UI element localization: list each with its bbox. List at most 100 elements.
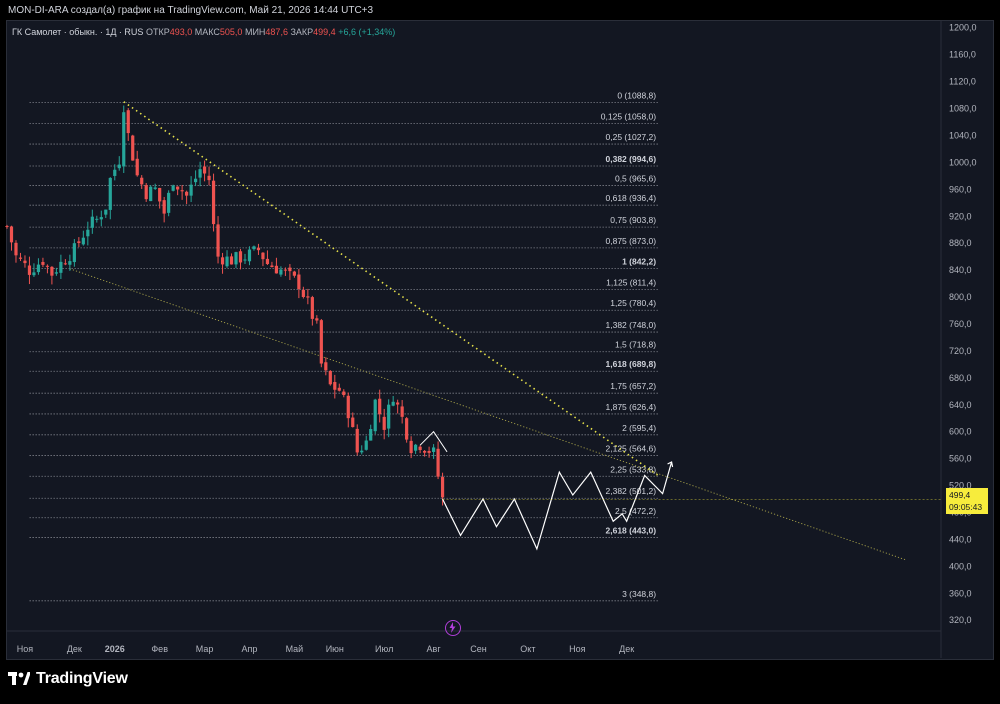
y-tick-label: 1160,0 — [949, 50, 976, 60]
fib-level-label: 3 (348,8) — [622, 589, 656, 599]
candle-body — [99, 217, 103, 220]
candle-body — [405, 418, 409, 440]
candle-body — [265, 258, 270, 265]
candle-body — [81, 237, 85, 245]
y-tick-label: 960,0 — [949, 184, 972, 194]
candle-body — [216, 224, 220, 257]
candle-body — [346, 395, 350, 419]
candle-body — [135, 158, 139, 176]
candle-body — [387, 404, 391, 429]
candle-body — [355, 428, 359, 453]
candle-body — [95, 218, 99, 220]
tradingview-logo-icon — [8, 672, 30, 685]
candle-body — [23, 260, 27, 264]
tradingview-logo[interactable]: TradingView — [8, 670, 128, 688]
candle-body — [86, 229, 90, 237]
candle-body — [369, 429, 373, 441]
candle-body — [324, 362, 328, 371]
candle-body — [252, 246, 256, 250]
candle-body — [117, 164, 121, 169]
candle-body — [274, 265, 279, 274]
fib-level-label: 1,875 (626,4) — [606, 402, 657, 412]
candle-body — [225, 256, 229, 267]
y-tick-label: 320,0 — [949, 615, 972, 625]
x-tick-label: Июл — [375, 644, 393, 654]
forecast-start-hook — [419, 430, 448, 453]
attribution-bar: MON-DI-ARA создал(а) график на TradingVi… — [0, 0, 1000, 20]
candle-body — [418, 446, 422, 451]
candle-body — [36, 264, 41, 273]
fib-level-label: 1,618 (689,8) — [606, 359, 657, 369]
y-tick-label: 1120,0 — [949, 77, 976, 87]
candle-body — [270, 265, 274, 268]
fib-level-label: 0,75 (903,8) — [610, 215, 656, 225]
candle-body — [158, 187, 162, 202]
legend-symbol[interactable]: ГК Самолет · обыкн. · 1Д · RUS — [12, 27, 144, 37]
candle-body — [382, 416, 386, 430]
fib-level-label: 0,875 (873,0) — [606, 236, 657, 246]
x-tick-label: Ноя — [569, 644, 586, 654]
x-tick-label: Апр — [242, 644, 258, 654]
candle-body — [328, 370, 332, 385]
legend-low-value: 487,6 — [265, 27, 288, 37]
fib-level-label: 2,382 (501,2) — [606, 486, 657, 496]
fib-level-label: 0,618 (936,4) — [606, 193, 657, 203]
candle-body — [279, 269, 283, 275]
y-tick-label: 400,0 — [949, 561, 972, 571]
candle-body — [180, 190, 184, 192]
candle-body — [18, 257, 23, 259]
symbol-legend[interactable]: ГК Самолет · обыкн. · 1Д · RUS ОТКР493,0… — [12, 27, 395, 37]
candle-body — [247, 249, 252, 262]
x-tick-label: Окт — [520, 644, 535, 654]
candle-body — [185, 191, 189, 196]
candle-body — [427, 450, 431, 453]
fib-level-label: 0,382 (994,6) — [606, 154, 657, 164]
fib-level-label: 1,5 (718,8) — [615, 340, 656, 350]
candle-body — [104, 209, 108, 215]
candle-body — [391, 401, 395, 406]
fib-level-label: 2,125 (564,6) — [606, 444, 657, 454]
candle-body — [234, 252, 238, 265]
fib-level-label: 2,618 (443,0) — [606, 525, 657, 535]
candle-body — [292, 271, 296, 276]
lightning-icon[interactable] — [445, 620, 461, 636]
candle-body — [32, 272, 36, 276]
candle-body — [202, 166, 207, 174]
x-tick-label: Мар — [196, 644, 214, 654]
y-tick-label: 920,0 — [949, 211, 972, 221]
lower-trendline — [69, 268, 906, 561]
candle-body — [140, 177, 144, 185]
candle-body — [301, 289, 305, 297]
fib-level-label: 0,5 (965,6) — [615, 174, 656, 184]
y-tick-label: 1200,0 — [949, 23, 977, 33]
candle-body — [256, 247, 261, 251]
fib-level-label: 1,25 (780,4) — [610, 298, 656, 308]
candles-group — [5, 105, 445, 506]
candle-body — [333, 382, 337, 390]
legend-change: +6,6 (+1,34%) — [338, 27, 396, 37]
candle-body — [306, 296, 310, 298]
candle-body — [373, 399, 377, 432]
candle-body — [364, 440, 368, 450]
y-tick-label: 1080,0 — [949, 104, 977, 114]
forecast-arrowhead — [667, 461, 674, 468]
legend-open-value: 493,0 — [169, 27, 193, 37]
legend-low-label: МИН — [244, 27, 266, 37]
candle-body — [193, 178, 198, 183]
candle-body — [283, 269, 288, 271]
fib-level-label: 2 (595,4) — [622, 423, 656, 433]
candle-body — [77, 241, 81, 243]
y-tick-label: 360,0 — [949, 588, 972, 598]
legend-high-value: 505,0 — [219, 27, 243, 37]
candle-body — [90, 216, 94, 228]
candle-body — [9, 226, 14, 243]
candle-body — [122, 112, 126, 167]
forecast-path — [442, 461, 673, 551]
chart-panel[interactable] — [6, 20, 994, 660]
y-tick-label: 720,0 — [949, 346, 972, 356]
candle-body — [176, 186, 180, 190]
candle-body — [198, 169, 202, 178]
x-tick-label: Авг — [427, 644, 442, 654]
